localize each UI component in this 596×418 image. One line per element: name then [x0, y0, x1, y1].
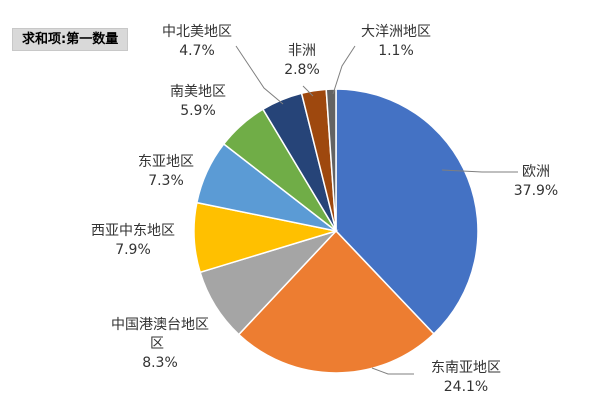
category-label-3: 区 [150, 336, 164, 352]
category-label-4: 西亚中东地区 [91, 223, 175, 239]
percent-label-4: 7.9% [115, 242, 151, 258]
leader-line-8 [302, 85, 314, 97]
category-label-6: 南美地区 [170, 84, 226, 100]
category-label-3: 中国港澳台地区 [111, 317, 209, 333]
category-label-5: 东亚地区 [138, 154, 194, 170]
percent-label-2: 24.1% [444, 379, 488, 395]
pie-slice-2[interactable] [237, 229, 435, 374]
percent-label-7: 4.7% [179, 43, 215, 59]
percent-label-1: 37.9% [514, 183, 558, 199]
percent-label-5: 7.3% [148, 173, 184, 189]
category-label-2: 东南亚地区 [431, 360, 501, 376]
leader-lines [235, 45, 518, 375]
category-label-9: 大洋洲地区 [361, 24, 431, 40]
percent-label-9: 1.1% [378, 43, 414, 59]
pie-slice-1[interactable] [335, 88, 479, 335]
pie-slices [193, 88, 479, 374]
leader-line-9 [332, 45, 356, 95]
leader-line-2 [371, 367, 414, 375]
percent-label-8: 2.8% [284, 62, 320, 78]
category-label-7: 中北美地区 [162, 24, 232, 40]
category-label-8: 非洲 [288, 43, 316, 59]
leader-line-1 [441, 169, 518, 173]
leader-line-7 [235, 45, 284, 105]
percent-label-6: 5.9% [180, 103, 216, 119]
percent-label-3: 8.3% [142, 355, 178, 371]
category-label-1: 欧洲 [522, 164, 550, 180]
pivot-field-button[interactable]: 求和项:第一数量 [12, 28, 129, 51]
pie-slice-9[interactable] [325, 88, 337, 232]
